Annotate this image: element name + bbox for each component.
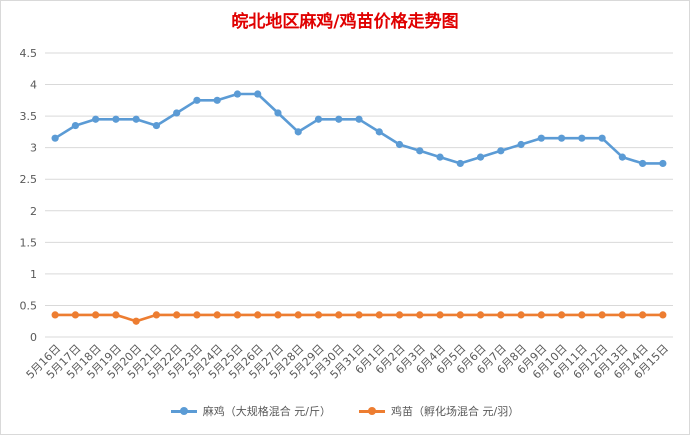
legend-item-maji: 麻鸡（大规格混合 元/斤）: [170, 403, 331, 419]
data-point-1: [557, 311, 566, 319]
data-point-0: [173, 109, 181, 117]
data-point-0: [51, 134, 59, 142]
data-point-1: [132, 317, 140, 325]
data-point-0: [274, 109, 282, 117]
data-point-0: [355, 115, 363, 123]
data-point-1: [314, 311, 323, 319]
legend-swatch-maji: [170, 406, 197, 415]
data-point-1: [436, 311, 444, 319]
data-point-0: [132, 115, 140, 123]
data-point-0: [71, 121, 79, 130]
legend-label-maji: 麻鸡（大规格混合 元/斤）: [202, 405, 331, 418]
data-point-1: [355, 311, 363, 319]
data-point-1: [456, 311, 464, 319]
data-point-0: [152, 121, 161, 130]
y-tick-label: 2: [30, 205, 37, 218]
data-point-0: [416, 147, 424, 155]
data-point-0: [193, 96, 201, 104]
data-point-0: [294, 128, 302, 136]
data-point-1: [51, 311, 59, 319]
data-point-0: [254, 90, 262, 98]
data-point-0: [659, 159, 667, 168]
data-point-1: [395, 311, 404, 319]
chart-legend: 麻鸡（大规格混合 元/斤） 鸡苗（孵化场混合 元/羽）: [1, 403, 689, 419]
data-point-0: [639, 159, 647, 168]
legend-label-jimiao: 鸡苗（孵化场混合 元/羽）: [391, 405, 520, 418]
data-point-1: [639, 311, 647, 319]
data-point-0: [578, 134, 586, 142]
data-point-1: [517, 311, 525, 319]
data-point-1: [497, 311, 505, 319]
data-point-0: [618, 153, 626, 161]
y-tick-label: 2.5: [20, 173, 38, 186]
y-tick-label: 1: [30, 268, 37, 281]
data-point-0: [233, 90, 242, 98]
y-tick-label: 0: [30, 331, 37, 344]
data-point-0: [537, 134, 545, 142]
data-point-1: [476, 311, 485, 319]
data-point-1: [233, 311, 242, 319]
data-point-1: [213, 311, 221, 319]
data-point-1: [659, 311, 667, 319]
data-point-1: [173, 311, 181, 319]
data-point-1: [578, 311, 586, 319]
series-line-0: [54, 92, 663, 165]
data-point-1: [254, 311, 262, 319]
data-point-0: [213, 96, 221, 104]
data-point-0: [598, 134, 606, 142]
data-point-0: [436, 153, 444, 161]
y-tick-label: 3: [30, 142, 37, 155]
y-tick-label: 3.5: [20, 110, 38, 123]
data-point-1: [618, 311, 626, 319]
data-point-0: [314, 115, 323, 123]
data-point-1: [335, 311, 343, 319]
data-point-0: [395, 140, 404, 149]
data-point-1: [92, 311, 100, 319]
data-point-0: [112, 115, 120, 123]
data-point-0: [557, 134, 566, 142]
data-point-1: [416, 311, 424, 319]
data-point-0: [517, 140, 525, 149]
data-point-1: [274, 311, 282, 319]
y-tick-label: 4.5: [20, 47, 38, 60]
data-point-0: [92, 115, 100, 123]
data-point-0: [497, 147, 505, 155]
data-point-1: [537, 311, 545, 319]
data-point-0: [335, 115, 343, 123]
data-point-1: [294, 311, 302, 319]
legend-swatch-jimiao: [359, 406, 385, 415]
data-point-0: [456, 159, 464, 168]
data-point-1: [71, 311, 79, 319]
data-point-0: [375, 128, 383, 136]
data-point-0: [476, 153, 485, 161]
data-point-1: [112, 311, 120, 319]
y-tick-label: 4: [30, 79, 37, 92]
legend-item-jimiao: 鸡苗（孵化场混合 元/羽）: [359, 403, 519, 419]
y-tick-label: 0.5: [20, 299, 38, 312]
line-chart: 00.511.522.533.544.55月16日5月17日5月18日5月19日…: [20, 47, 673, 382]
chart-title: 皖北地区麻鸡/鸡苗价格走势图: [231, 12, 459, 32]
y-tick-label: 1.5: [20, 236, 38, 249]
data-point-1: [193, 311, 201, 319]
data-point-1: [375, 311, 383, 319]
data-point-1: [152, 311, 161, 319]
data-point-1: [598, 311, 606, 319]
